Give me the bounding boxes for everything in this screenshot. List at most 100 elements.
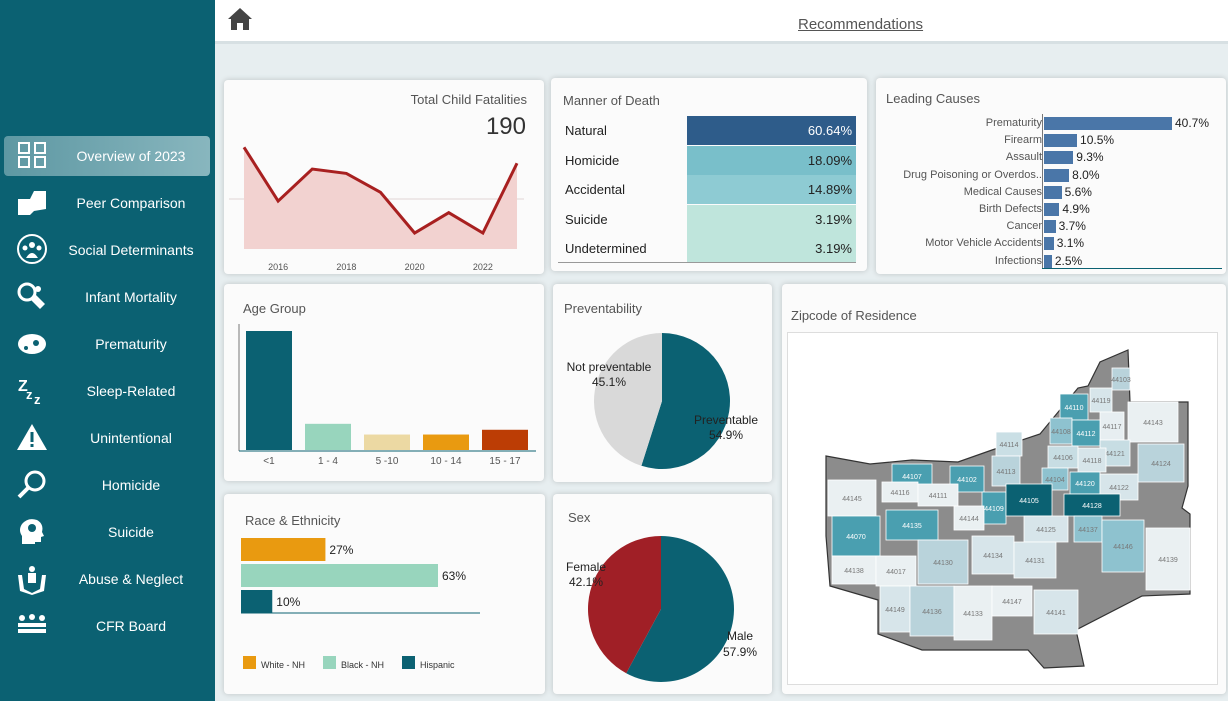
zip-region[interactable] <box>1013 541 1057 579</box>
zip-region[interactable] <box>885 509 939 541</box>
leading-cause-row: Medical Causes 5.6% <box>882 184 1222 201</box>
zip-region[interactable] <box>1033 589 1079 635</box>
pie-slice-not-preventable <box>594 333 662 466</box>
pie-category-label: Preventable <box>694 413 758 427</box>
zip-region[interactable] <box>953 585 993 641</box>
nav-item-homicide[interactable]: Homicide <box>4 465 210 505</box>
nav-item-suicide[interactable]: Suicide <box>4 512 210 552</box>
series-line <box>242 146 519 236</box>
manner-row: Natural 60.64% <box>558 116 856 145</box>
manner-title: Manner of Death <box>563 93 660 108</box>
nav-item-cfr-board[interactable]: CFR Board <box>4 606 210 646</box>
zip-label: 44109 <box>984 506 1004 513</box>
leading-cause-label: Firearm <box>1004 134 1042 147</box>
age-bar <box>364 434 410 450</box>
legend-swatch <box>243 656 256 669</box>
leading-cause-label: Assault <box>1005 151 1042 164</box>
zip-label: 44143 <box>1143 420 1163 427</box>
zip-region[interactable] <box>953 505 985 531</box>
zip-region[interactable] <box>991 585 1033 617</box>
leading-cause-row: Motor Vehicle Accidents 3.1% <box>882 235 1222 252</box>
zip-region[interactable] <box>831 515 881 557</box>
zip-region[interactable] <box>831 555 877 585</box>
nav-item-unintentional[interactable]: Unintentional <box>4 418 210 458</box>
zip-region[interactable] <box>1005 483 1053 517</box>
zip-region[interactable] <box>1099 411 1125 441</box>
total-fatalities-value: 190 <box>485 113 526 140</box>
zip-label: 44110 <box>1065 405 1084 412</box>
nav-item-infant-mortality[interactable]: Infant Mortality <box>4 277 210 317</box>
zip-region[interactable] <box>1101 519 1145 573</box>
pie-slice-preventable <box>641 333 730 469</box>
age-tick-label: 1 - 4 <box>318 456 338 467</box>
leading-cause-value: 2.5% <box>1054 253 1083 268</box>
leading-cause-row: Prematurity 40.7% <box>882 115 1222 132</box>
race-chart: 27% 63% 10% White - NH Black - NH Hispanic <box>241 538 480 670</box>
zip-region[interactable] <box>981 491 1007 525</box>
leading-cause-row: Assault 9.3% <box>882 149 1222 166</box>
zip-label: 44108 <box>1051 429 1071 436</box>
legend-swatch <box>402 656 415 669</box>
zip-label: 44113 <box>997 469 1016 476</box>
preventability-title: Preventability <box>564 301 643 316</box>
zip-region[interactable] <box>1145 527 1191 591</box>
zip-region[interactable] <box>1023 515 1069 543</box>
preventability-card: Preventability Not preventable 45.1% Preve… <box>553 284 772 482</box>
race-bar <box>241 538 326 561</box>
zip-region[interactable] <box>1073 515 1103 543</box>
zip-label: 44120 <box>1075 481 1095 488</box>
nav-item-abuse-neglect[interactable]: Abuse & Neglect <box>4 559 210 599</box>
leading-cause-label: Medical Causes <box>963 185 1042 198</box>
manner-row: Suicide 3.19% <box>558 204 856 234</box>
age-bar <box>246 331 292 450</box>
zipcode-map[interactable]: 44103 44110 44119 44117 44143 44108 44112 44121… <box>782 284 1226 694</box>
protect-icon <box>16 564 48 595</box>
zip-region[interactable] <box>879 585 911 633</box>
nav-item-social-determinants[interactable]: Social Determinants <box>4 230 210 270</box>
nav-item-overview-of-2023[interactable]: Overview of 2023 <box>4 136 210 176</box>
leading-cause-label: Motor Vehicle Accidents <box>925 237 1042 250</box>
zip-region[interactable] <box>1059 393 1089 421</box>
zip-label: 44116 <box>891 490 910 497</box>
zip-label: 44106 <box>1053 455 1073 462</box>
zip-region[interactable] <box>991 455 1021 487</box>
zip-label: 44138 <box>844 568 864 575</box>
zip-label: 44104 <box>1045 477 1065 484</box>
warning-icon <box>16 423 48 453</box>
zip-label: 44070 <box>846 534 866 541</box>
zip-region[interactable] <box>1137 443 1185 483</box>
zip-region[interactable] <box>1127 401 1179 443</box>
x-tick-label: 2022 <box>473 262 493 272</box>
leading-cause-row: Cancer 3.7% <box>882 218 1222 235</box>
manner-label: Accidental <box>565 182 625 197</box>
zip-region[interactable] <box>1111 367 1131 391</box>
leading-cause-label: Cancer <box>1006 220 1042 233</box>
zip-region[interactable] <box>1077 447 1107 473</box>
nav-item-peer-comparison[interactable]: Peer Comparison <box>4 183 210 223</box>
leading-cause-value: 3.7% <box>1058 219 1086 234</box>
zipcode-card: Zipcode of Residence 44103 44110 44119 4411… <box>782 284 1226 694</box>
pie-slice-female <box>588 536 661 674</box>
home-icon[interactable] <box>227 6 253 32</box>
leading-cause-value: 8.0% <box>1072 167 1100 182</box>
nav-item-label: Unintentional <box>90 430 172 446</box>
pie-value-label: 54.9% <box>709 428 743 442</box>
age-tick-label: 15 - 17 <box>489 456 521 467</box>
zip-region[interactable] <box>827 479 877 517</box>
zip-region[interactable] <box>875 555 917 587</box>
zip-label: 44112 <box>1077 431 1096 438</box>
recommendations-link[interactable]: Recommendations <box>798 16 924 33</box>
leading-cause-value: 40.7% <box>1175 116 1210 130</box>
zip-region[interactable] <box>917 539 969 585</box>
zip-region[interactable] <box>1071 419 1101 447</box>
zip-region[interactable] <box>917 483 959 507</box>
nav-item-prematurity[interactable]: Prematurity <box>4 324 210 364</box>
zip-region[interactable] <box>949 465 985 493</box>
pie-category-label: Male <box>727 629 753 643</box>
zip-label: 44144 <box>959 516 979 523</box>
zip-label: 44139 <box>1158 557 1178 564</box>
zip-region[interactable] <box>909 585 955 637</box>
